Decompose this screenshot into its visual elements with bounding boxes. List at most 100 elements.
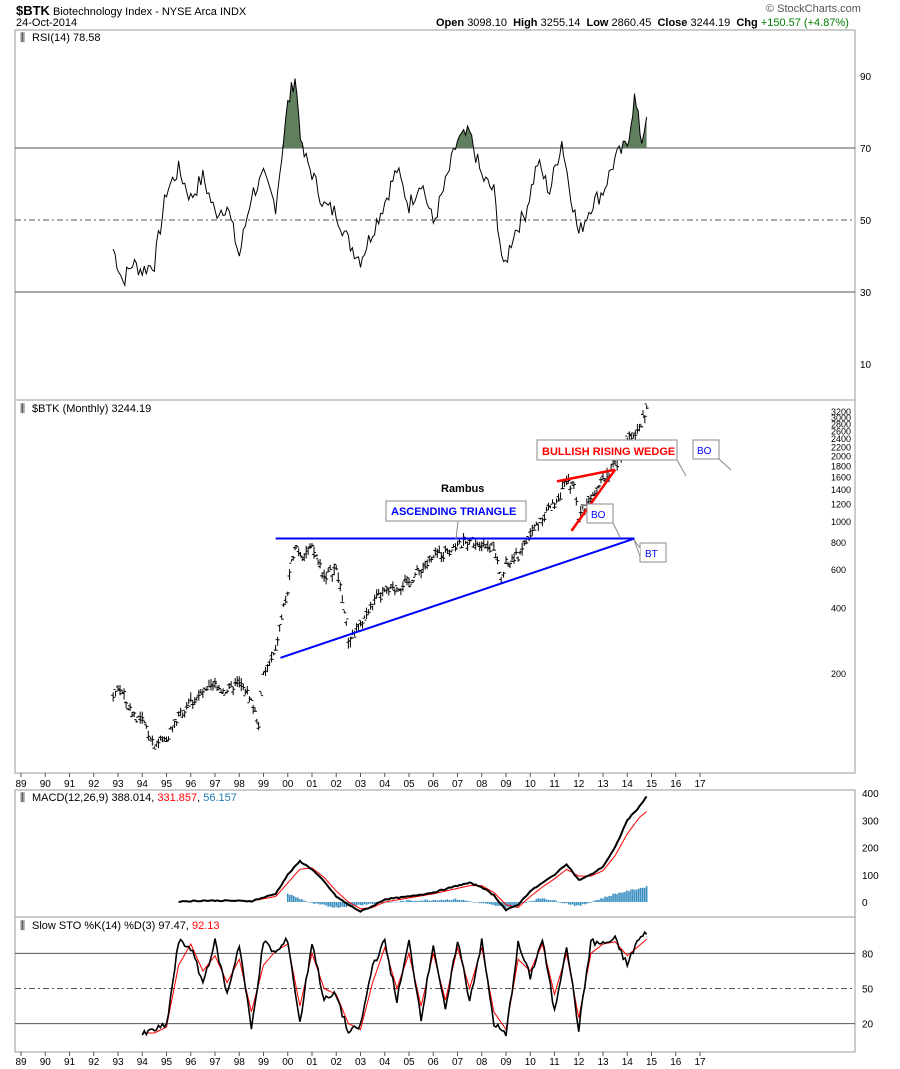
macd-histogram-bar [637,888,640,902]
macd-histogram-bar [624,891,626,902]
macd-histogram-bar [404,901,406,903]
x-tick-label: 90 [40,779,52,790]
x-tick-label: 02 [331,779,343,790]
macd-histogram-bar [293,895,295,902]
macd-histogram-bar [616,894,618,902]
macd-histogram-bar [359,902,362,906]
macd-histogram-bar [392,901,394,903]
macd-histogram-bar [468,901,471,902]
ascending-triangle-pointer [450,520,459,540]
sto-label: Slow STO %K(14) %D(3) 97.47, 92.13 [32,920,220,932]
x-tick-label: 15 [646,1057,658,1068]
open-value: 3098.10 [467,17,507,29]
macd-histogram-bar [432,899,435,902]
rsi-overbought-fill [113,78,647,148]
macd-histogram-bar [602,898,604,902]
x-tick-label: 07 [452,1057,464,1068]
open-label: Open [436,17,465,29]
ascending-triangle-label: ASCENDING TRIANGLE [391,506,516,518]
x-tick-label: 08 [476,779,488,790]
macd-histogram-bar [567,902,570,905]
macd-histogram-bar [586,902,588,904]
sto-y-tick: 50 [862,985,874,996]
price-y-tick: 2200 [831,442,851,452]
macd-hist-value: 56.157 [203,792,237,804]
macd-histogram-bar [537,898,540,902]
bo2-box [692,439,720,460]
x-tick-label: 04 [379,1057,391,1068]
macd-histogram-bar [571,902,574,905]
price-y-tick: 3000 [831,413,851,423]
macd-y-tick: 100 [862,871,879,882]
bo1-box [586,503,614,524]
triangle-support-line [280,537,635,659]
macd-histogram-bar [565,902,568,903]
x-tick-label: 09 [500,1057,512,1068]
macd-histogram-bar [337,902,340,908]
x-tick-label: 00 [282,1057,294,1068]
macd-histogram-bar [290,894,293,902]
price-y-tick: 400 [831,604,846,614]
sto-y-tick: 20 [862,1020,874,1031]
macd-histogram-bar [442,900,445,902]
macd-y-tick: 300 [862,816,879,827]
macd-histogram-bar [507,902,509,907]
macd-histogram-bar [329,902,331,907]
x-tick-label: 05 [403,779,415,790]
macd-panel-frame [14,789,856,918]
macd-histogram-bar [491,902,493,905]
bo2-label: BO [697,446,712,457]
macd-histogram-bar [444,900,447,902]
macd-histogram-bar [521,902,523,904]
macd-histogram-bar [446,899,449,902]
panel-frames [14,29,856,1053]
macd-histogram-bar [539,898,542,902]
macd-histogram-bar [573,902,576,906]
macd-value: 388.014 [111,792,151,804]
price-y-tick: 1600 [831,473,851,483]
x-tick-label: 94 [137,779,149,790]
macd-histogram-bar [335,902,338,907]
macd-histogram-bar [466,900,469,902]
macd-histogram-bar [464,900,467,902]
macd-histogram-bar [460,900,463,902]
macd-histogram-bar [288,894,291,902]
macd-histogram-bar [531,900,534,902]
wedge-label: BULLISH RISING WEDGE [542,446,675,458]
price-y-tick: 200 [831,669,846,679]
x-tick-label: 98 [234,779,246,790]
macd-histogram-bar [317,902,319,904]
macd-histogram-bar [341,902,344,907]
macd-histogram-bar [307,901,309,903]
macd-histogram-bar [547,899,550,902]
macd-histogram-bar [398,901,400,903]
x-tick-label: 94 [137,1057,149,1068]
x-axes: 89 89 90 90 91 91 92 92 93 93 94 94 95 95 96 96 97 97 98 98… [15,773,706,1068]
x-tick-label: 14 [622,779,634,790]
macd-histogram-bar [639,887,642,902]
macd-histogram-bar [470,901,473,903]
macd-histogram-bar [598,899,600,902]
macd-histogram-bar [529,901,532,902]
macd-histogram-bar [428,900,431,902]
macd-histogram-bar [618,892,620,902]
bo2-pointer [712,458,732,471]
close-label: Close [657,17,688,29]
x-tick-label: 99 [258,779,270,790]
sto-k-value: 97.47 [158,920,186,932]
macd-y-tick: 400 [862,789,879,800]
x-tick-label: 95 [161,779,173,790]
high-label: High [513,17,538,29]
rsi-y-tick: 90 [860,72,872,83]
x-tick-label: 96 [185,779,197,790]
x-tick-label: 08 [476,1057,488,1068]
price-y-tick: 1200 [831,500,851,510]
high-value: 3255.14 [540,17,581,29]
x-tick-label: 05 [403,1057,415,1068]
sto-y-tick: 80 [862,949,874,960]
macd-histogram-bar [497,902,499,906]
x-tick-label: 14 [622,1057,634,1068]
macd-histogram-bar [450,900,453,902]
macd-histogram-bar [513,902,515,907]
macd-histogram-bar [353,902,356,906]
